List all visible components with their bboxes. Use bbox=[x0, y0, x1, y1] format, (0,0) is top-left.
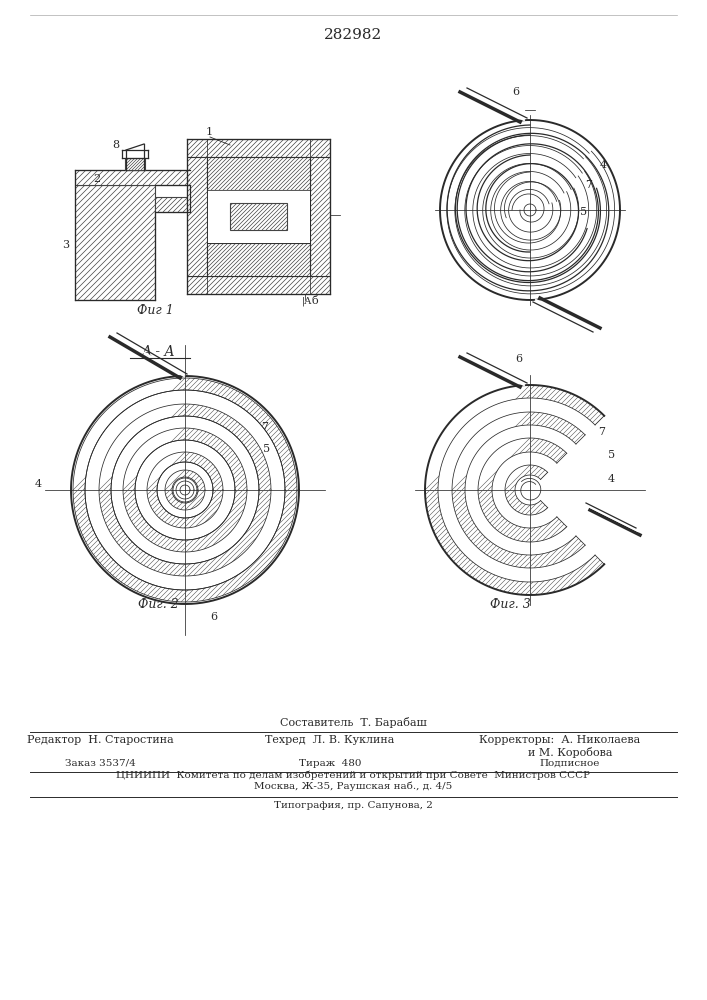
Polygon shape bbox=[99, 404, 271, 576]
Text: 6: 6 bbox=[515, 354, 522, 364]
Polygon shape bbox=[310, 157, 330, 276]
Text: Тираж  480: Тираж 480 bbox=[299, 758, 361, 768]
Text: Составитель  Т. Барабаш: Составитель Т. Барабаш bbox=[279, 716, 426, 728]
Text: б: б bbox=[311, 296, 317, 306]
Bar bbox=[207, 190, 310, 243]
Text: Типография, пр. Сапунова, 2: Типография, пр. Сапунова, 2 bbox=[274, 800, 433, 810]
Polygon shape bbox=[75, 170, 190, 185]
Text: A - A: A - A bbox=[141, 345, 175, 359]
Text: 4: 4 bbox=[35, 479, 42, 489]
Text: 5: 5 bbox=[580, 207, 587, 217]
Text: ЦНИИПИ  Комитета по делам изобретений и открытий при Совете  Министров СССР: ЦНИИПИ Комитета по делам изобретений и о… bbox=[116, 770, 590, 780]
Text: Редактор  Н. Старостина: Редактор Н. Старостина bbox=[27, 735, 173, 745]
Text: Подписное: Подписное bbox=[540, 758, 600, 768]
Text: и М. Коробова: и М. Коробова bbox=[527, 746, 612, 758]
Polygon shape bbox=[75, 185, 155, 300]
Polygon shape bbox=[123, 428, 247, 552]
Polygon shape bbox=[147, 452, 223, 528]
Text: Фиг. 3: Фиг. 3 bbox=[490, 598, 530, 611]
Text: 5: 5 bbox=[608, 450, 615, 460]
Text: Техред  Л. В. Куклина: Техред Л. В. Куклина bbox=[265, 735, 395, 745]
Text: 7: 7 bbox=[598, 427, 605, 437]
Text: 8: 8 bbox=[112, 140, 119, 150]
Text: 7: 7 bbox=[585, 180, 592, 190]
Text: 6: 6 bbox=[512, 87, 519, 97]
Text: 3: 3 bbox=[62, 240, 69, 250]
Text: 4: 4 bbox=[600, 160, 607, 170]
Text: Фиг. 2: Фиг. 2 bbox=[138, 598, 178, 611]
Text: 6: 6 bbox=[210, 612, 217, 622]
Text: 1: 1 bbox=[206, 127, 213, 137]
Text: Корректоры:  А. Николаева: Корректоры: А. Николаева bbox=[479, 735, 641, 745]
Text: Заказ 3537/4: Заказ 3537/4 bbox=[64, 758, 135, 768]
Text: Фиг 1: Фиг 1 bbox=[136, 304, 173, 316]
Text: |A: |A bbox=[302, 297, 312, 306]
Polygon shape bbox=[155, 197, 187, 212]
Polygon shape bbox=[165, 470, 205, 510]
Polygon shape bbox=[187, 157, 207, 276]
Text: 5: 5 bbox=[263, 444, 270, 454]
Text: 2: 2 bbox=[93, 174, 100, 184]
Text: 4: 4 bbox=[608, 474, 615, 484]
Polygon shape bbox=[73, 378, 297, 602]
Polygon shape bbox=[187, 276, 330, 294]
Polygon shape bbox=[207, 243, 310, 276]
Polygon shape bbox=[207, 157, 310, 190]
Polygon shape bbox=[230, 203, 287, 230]
Text: 7: 7 bbox=[261, 422, 268, 432]
Polygon shape bbox=[125, 158, 145, 170]
Text: 282982: 282982 bbox=[324, 28, 382, 42]
Text: Москва, Ж-35, Раушская наб., д. 4/5: Москва, Ж-35, Раушская наб., д. 4/5 bbox=[254, 781, 452, 791]
Polygon shape bbox=[187, 139, 330, 157]
